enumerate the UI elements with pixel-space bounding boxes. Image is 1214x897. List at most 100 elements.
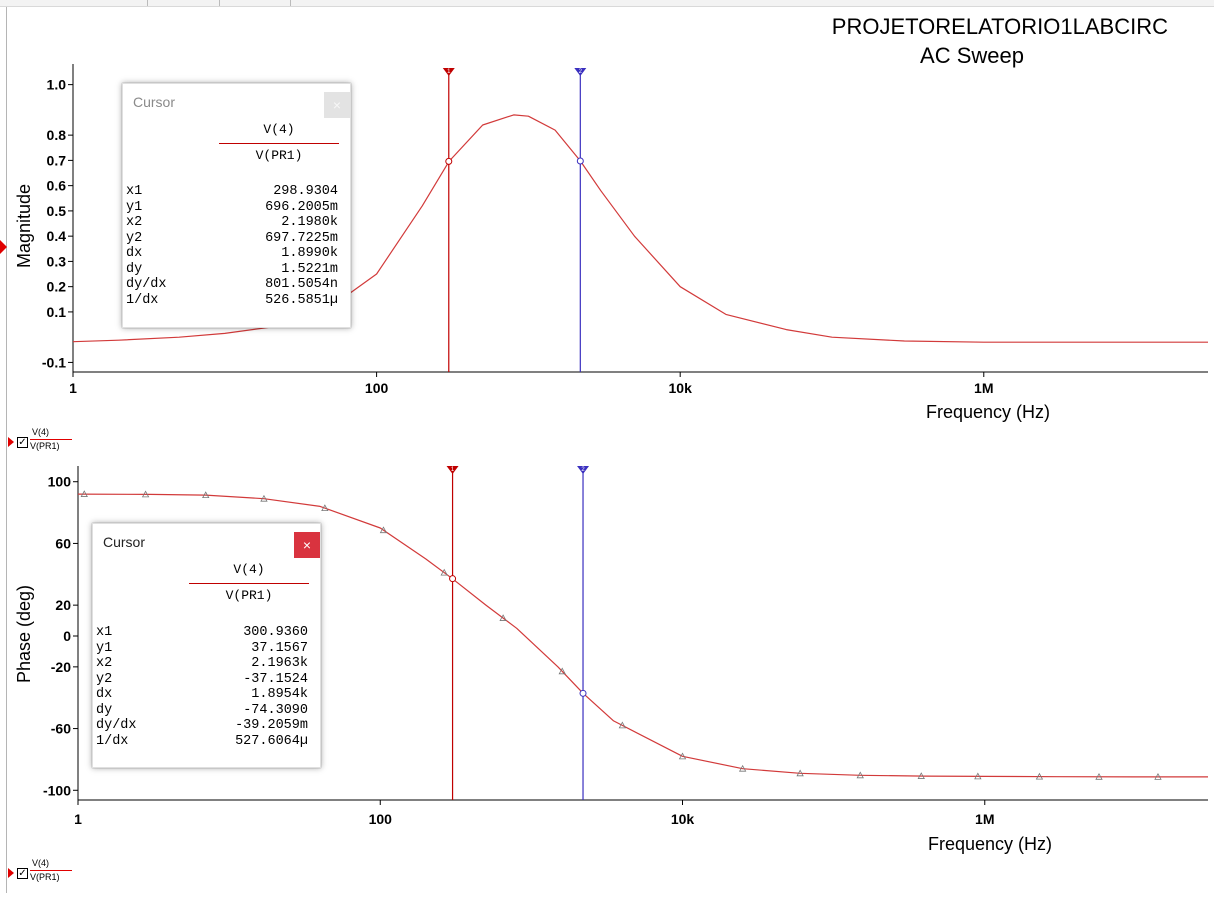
cursor-window-title: Cursor (103, 534, 146, 550)
row-label: y1 (126, 199, 143, 215)
data-point-marker (678, 752, 687, 760)
cursor-row-dydx: dy/dx 801.5054n (126, 277, 338, 293)
cursor-window-title: Cursor (133, 94, 176, 110)
cursor-row-x2: x2 2.1980k (126, 215, 338, 231)
trace-selected-marker (8, 437, 14, 447)
cursor-expression-denominator: V(PR1) (255, 148, 303, 163)
y-tick-label: 0 (63, 628, 71, 644)
cursor-row-dx: dx 1.8954k (96, 687, 308, 703)
cursor-expression-denominator: V(PR1) (225, 588, 273, 603)
cursor-row-y1: y1 696.2005m (126, 200, 338, 216)
cursor-row-dy: dy 1.5221m (126, 262, 338, 278)
row-value: 527.6064µ (235, 733, 308, 749)
x-tick-label: 100 (365, 380, 389, 396)
series-line-phase (77, 493, 1208, 778)
cursor-expression-bar (189, 583, 309, 584)
y-axis-label: Magnitude (14, 184, 34, 268)
data-point-marker (856, 771, 864, 779)
row-value: 298.9304 (273, 184, 338, 199)
row-label: dx (96, 687, 113, 702)
y-tick-label: 1.0 (47, 77, 67, 93)
row-value: 1.8954k (251, 687, 308, 702)
y-tick-label: 60 (55, 535, 71, 551)
data-point-marker (80, 490, 88, 497)
cursor-values-table: x1 298.9304 y1 696.2005m x2 2.1980k y2 697.7… (126, 184, 338, 308)
cursor-row-inv-dx: 1/dx 526.5851µ (126, 293, 338, 309)
data-point-marker (974, 772, 982, 780)
data-point-marker (379, 526, 388, 534)
cursor-row-y2: y2 -37.1524 (96, 672, 308, 688)
cursor-handle-1 (442, 68, 455, 76)
row-value: 696.2005m (265, 199, 338, 215)
legend-numerator: V(4) (32, 858, 50, 868)
row-label: y2 (96, 671, 113, 687)
cursor-readout-window-magnitude[interactable]: Cursor × V(4) V(PR1) x1 298.9304 y1 696.20… (122, 83, 351, 328)
x-tick-label: 10k (671, 811, 695, 827)
y-tick-label: 0.4 (47, 228, 67, 244)
legend-fraction-bar (30, 870, 72, 871)
cursor-intersection-point (445, 157, 453, 165)
cursor-intersection-point (576, 157, 584, 165)
cursor-handle-2 (577, 466, 590, 474)
row-label: dy (126, 261, 143, 277)
y-tick-label: -100 (43, 782, 71, 798)
cursor-handle-label: 1 (451, 467, 455, 473)
x-tick-label: 100 (369, 811, 393, 827)
data-point-marker (141, 490, 150, 498)
cursor-expression-bar (219, 143, 339, 144)
cursor-row-y1: y1 37.1567 (96, 641, 308, 657)
y-tick-label: 0.5 (47, 203, 67, 219)
cursor-row-x1: x1 298.9304 (126, 184, 338, 200)
y-tick-label: 0.8 (47, 127, 67, 143)
trace-selected-marker (8, 868, 14, 878)
row-value: 801.5054n (265, 277, 338, 292)
close-icon[interactable]: × (324, 92, 350, 118)
cursor-handle-1 (446, 466, 459, 474)
row-value: 300.9360 (243, 625, 308, 640)
trace-visibility-checkbox[interactable]: ✓ (17, 437, 28, 448)
cursor-intersection-point (449, 575, 457, 583)
y-tick-label: 0.1 (47, 304, 67, 320)
cursor-handle-label: 2 (579, 69, 583, 75)
row-value: 2.1980k (281, 215, 338, 230)
x-tick-label: 1 (74, 811, 82, 827)
cursor-expression-numerator: V(4) (233, 562, 265, 577)
data-point-marker (618, 721, 627, 729)
cursor-row-dx: dx 1.8990k (126, 246, 338, 262)
y-tick-label: 0.3 (47, 253, 67, 269)
cursor-intersection-point (579, 689, 587, 697)
y-tick-label: 0.6 (47, 178, 67, 194)
trace-legend-phase[interactable]: ✓ V(4) V(PR1) (8, 858, 78, 888)
row-label: y2 (126, 230, 143, 246)
close-icon[interactable]: × (294, 532, 320, 558)
row-label: 1/dx (126, 292, 159, 308)
y-tick-label: 100 (48, 474, 72, 490)
cursor-handle-label: 1 (447, 69, 451, 75)
trace-legend-magnitude[interactable]: ✓ V(4) V(PR1) (8, 427, 78, 457)
y-tick-label: -20 (51, 659, 71, 675)
magnitude-chart: 1.00.80.70.60.50.40.30.20.1-0.11 100 10k 1M… (14, 64, 1208, 422)
data-point-marker (202, 491, 210, 499)
legend-denominator: V(PR1) (30, 441, 60, 451)
x-axis-label: Frequency (Hz) (928, 834, 1052, 854)
cursor-row-inv-dx: 1/dx 527.6064µ (96, 734, 308, 750)
trace-visibility-checkbox[interactable]: ✓ (17, 868, 28, 879)
legend-fraction-bar (30, 439, 72, 440)
y-tick-label: 0.2 (47, 279, 67, 295)
y-axis-label: Phase (deg) (14, 585, 34, 683)
row-value: -39.2059m (235, 718, 308, 733)
data-point-marker (260, 494, 268, 502)
cursor-expression-numerator: V(4) (263, 122, 295, 137)
legend-denominator: V(PR1) (30, 872, 60, 882)
data-point-marker (440, 568, 448, 576)
data-point-marker (738, 764, 747, 772)
row-label: y1 (96, 640, 113, 656)
cursor-readout-window-phase[interactable]: Cursor × V(4) V(PR1) x1 300.9360 y1 37.156… (92, 523, 321, 768)
row-label: x1 (96, 625, 113, 640)
y-tick-label: -0.1 (42, 354, 66, 370)
cursor-values-table: x1 300.9360 y1 37.1567 x2 2.1963k y2 -37.152… (96, 625, 308, 749)
data-point-marker (558, 667, 566, 675)
row-value: 37.1567 (251, 640, 308, 656)
